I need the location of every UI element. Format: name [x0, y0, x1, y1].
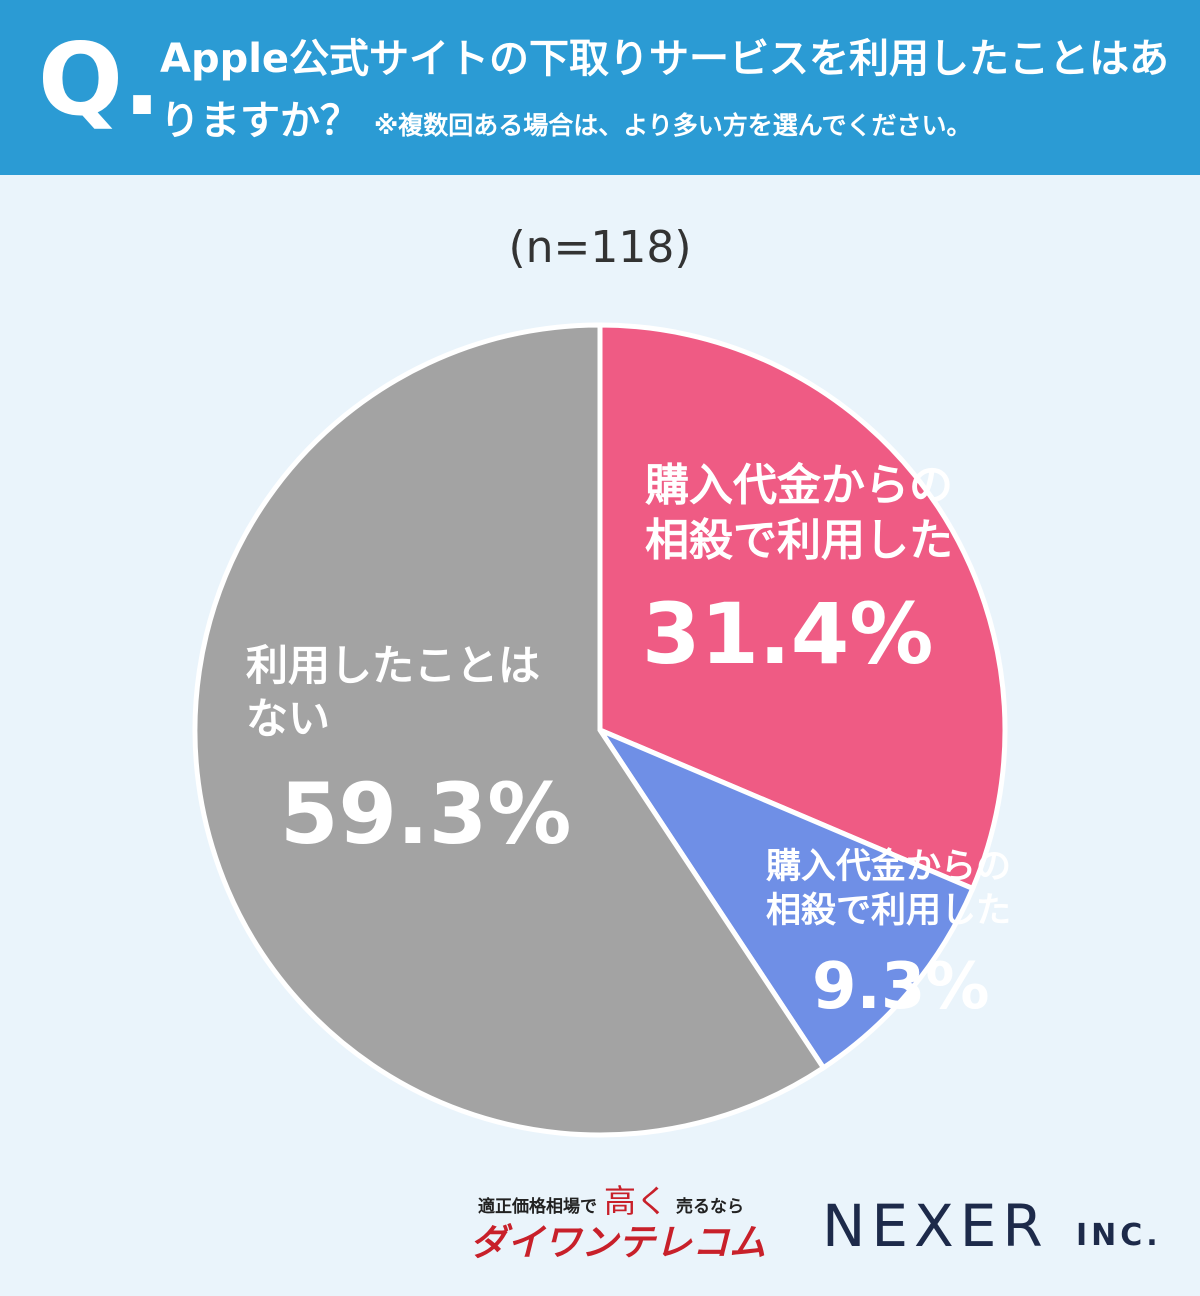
header — [0, 0, 1200, 175]
logo-nexer: NEXER — [822, 1192, 1049, 1260]
question-mark: Q. — [38, 21, 161, 138]
logo-tagline: 売るなら — [676, 1197, 744, 1217]
pie-slice — [593, 724, 976, 1072]
chart-title: Apple公式サイトの下取りサービスを利用したことはありますか？ — [160, 36, 1170, 144]
subtitle: (n=118) — [508, 222, 692, 273]
value-label: 9.3% — [812, 950, 990, 1024]
note: ※複数回ある場合は、より多い方を選んでください。 — [374, 111, 972, 140]
logo-nexer-suffix: INC. — [1076, 1218, 1162, 1253]
pie-slice — [192, 322, 827, 1138]
value-label: 59.3% — [280, 765, 572, 863]
logo-tagline: 適正価格相場で — [478, 1197, 597, 1217]
slice-label: 購入代金からの相殺で利用した — [645, 460, 953, 566]
logo-name: ダイワンテレコム — [470, 1221, 766, 1264]
slice-label: 利用したことはない — [246, 641, 541, 743]
slice-label: 購入代金からの相殺で利用した — [766, 847, 1012, 931]
pie-slice — [597, 322, 1008, 892]
logo-tagline: 高く — [604, 1182, 669, 1220]
value-label: 31.4% — [642, 585, 934, 683]
title-block: Apple公式サイトの下取りサービスを利用したことはありますか？ ※複数回ある場合… — [160, 28, 1180, 157]
